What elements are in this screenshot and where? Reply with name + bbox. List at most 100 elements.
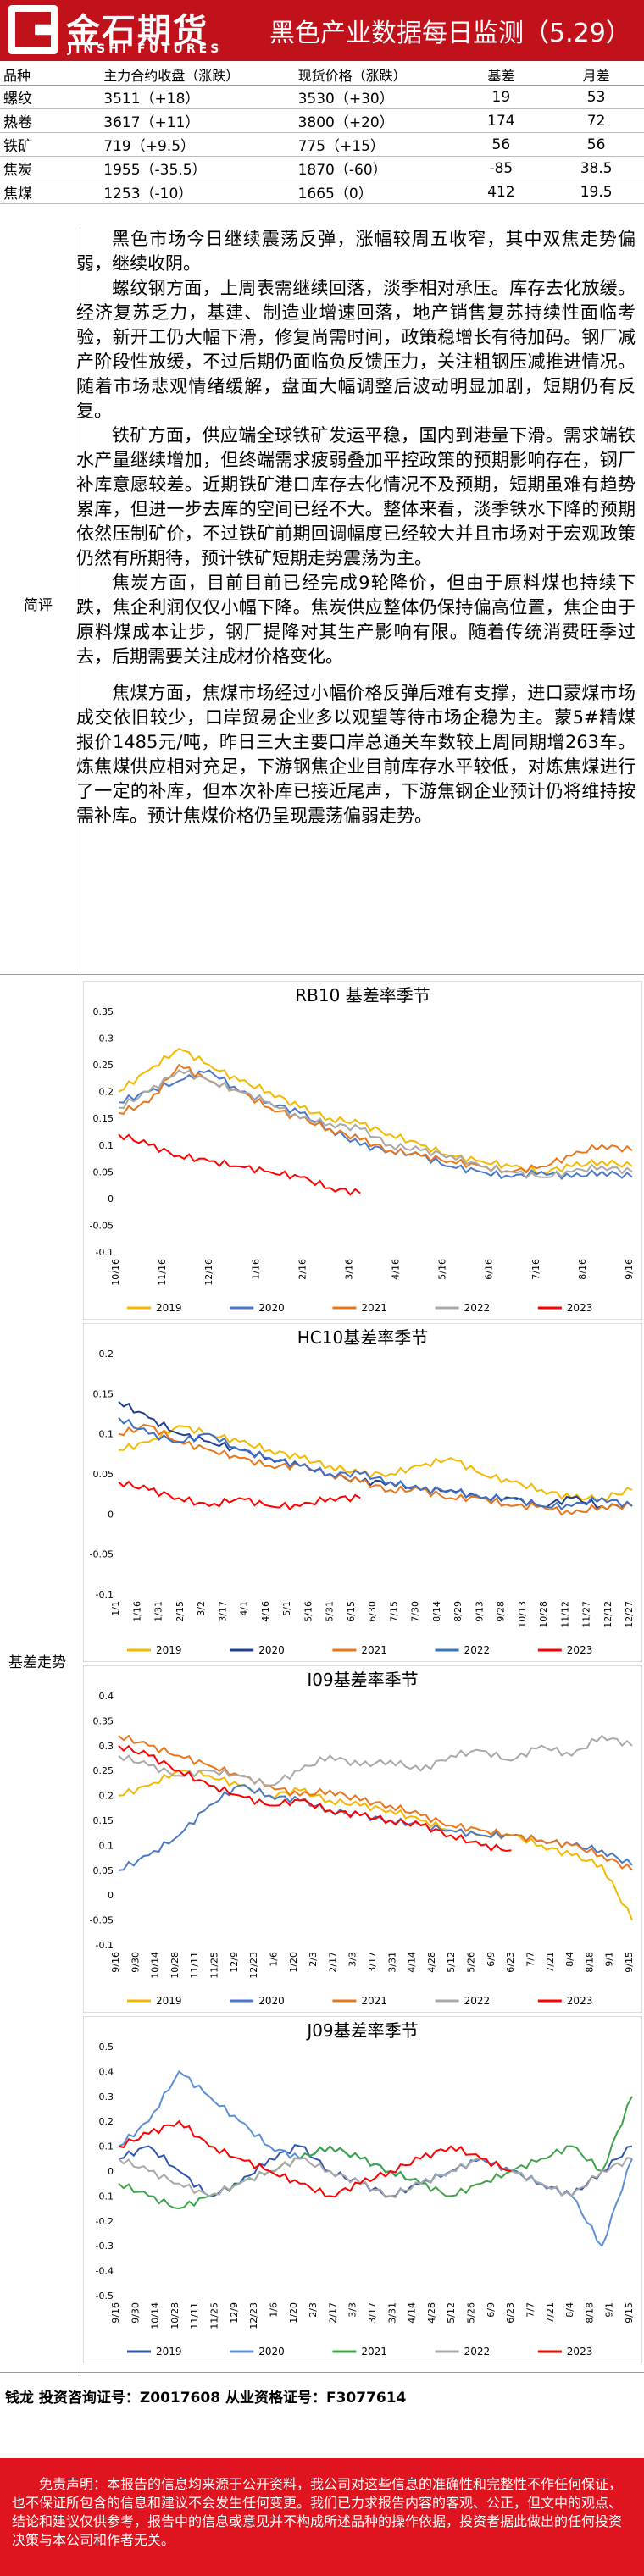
summary-paragraph: 焦煤方面，焦煤市场经过小幅价格反弹后难有支撑，进口蒙煤市场成交依旧较少，口岸贸易… bbox=[76, 683, 636, 826]
x-tick-label: 8/18 bbox=[584, 2302, 595, 2324]
x-tick-label: 2/17 bbox=[327, 1952, 338, 1973]
row-spot: 1665（0） bbox=[257, 180, 454, 204]
y-tick-label: -0.5 bbox=[96, 2291, 114, 2302]
x-tick-label: 8/29 bbox=[452, 1601, 464, 1622]
y-tick-label: 0.05 bbox=[93, 1166, 114, 1177]
x-tick-label: 11/11 bbox=[189, 1952, 200, 1979]
logo-en-text: JINSHI FUTURES bbox=[68, 42, 223, 56]
x-tick-label: 3/17 bbox=[367, 2302, 378, 2324]
x-tick-label: 3/16 bbox=[343, 1259, 354, 1280]
row-spot: 3530（+30） bbox=[257, 85, 454, 109]
x-tick-label: 10/28 bbox=[538, 1601, 549, 1628]
x-tick-label: 9/15 bbox=[624, 2302, 635, 2324]
y-tick-label: 0.4 bbox=[99, 1691, 114, 1702]
x-tick-label: 5/16 bbox=[303, 1601, 314, 1622]
x-tick-label: 10/14 bbox=[150, 1952, 161, 1979]
y-tick-label: 0.5 bbox=[99, 2041, 114, 2052]
chart-frame bbox=[83, 1665, 642, 2013]
price-table-header: 品种 主力合约收盘（涨跌） 现货价格（涨跌） 基差 月差 bbox=[0, 64, 644, 86]
table-row: 热卷 3617（+11） 3800（+20） 174 72 bbox=[0, 108, 644, 133]
report-title: 黑色产业数据每日监测（5.29） bbox=[269, 19, 631, 48]
price-table: 品种 主力合约收盘（涨跌） 现货价格（涨跌） 基差 月差 螺纹 3511（+18… bbox=[0, 64, 644, 204]
x-tick-label: 5/26 bbox=[466, 1952, 477, 1973]
y-tick-label: 0 bbox=[108, 1890, 114, 1901]
row-spread: 38.5 bbox=[548, 156, 644, 180]
y-tick-label: 0.25 bbox=[93, 1765, 114, 1776]
x-tick-label: 7/21 bbox=[545, 2302, 556, 2324]
legend-label-2021: 2021 bbox=[361, 1302, 387, 1314]
x-tick-label: 9/1 bbox=[604, 2302, 615, 2318]
y-tick-label: 0 bbox=[108, 2166, 114, 2177]
x-tick-label: 12/9 bbox=[229, 1952, 240, 1973]
series-line-2022 bbox=[118, 1734, 633, 1787]
chart-title: I09基差率季节 bbox=[307, 1670, 418, 1690]
y-tick-label: 0.2 bbox=[99, 1791, 114, 1802]
table-row: 铁矿 719（+9.5） 775（+15） 56 56 bbox=[0, 132, 644, 157]
x-tick-label: 5/12 bbox=[446, 1952, 457, 1973]
col-header-futures: 主力合约收盘（涨跌） bbox=[64, 64, 258, 86]
x-tick-label: 1/31 bbox=[153, 1601, 164, 1622]
x-tick-label: 7/7 bbox=[525, 1952, 536, 1967]
x-tick-label: 11/12 bbox=[559, 1601, 570, 1628]
chart-rb10-svg: RB10 基差率季节 0.35 0.3 0.25 0.2 0.15 0.1 0.05 0 -0.0… bbox=[83, 981, 642, 1320]
y-tick-label: -0.3 bbox=[96, 2241, 114, 2252]
legend-label-2020: 2020 bbox=[258, 1644, 285, 1656]
y-tick-label: 0.1 bbox=[99, 1429, 114, 1440]
legend-label-2019: 2019 bbox=[156, 1644, 182, 1656]
y-tick-label: 0.2 bbox=[99, 1349, 114, 1360]
row-name: 焦煤 bbox=[0, 180, 65, 204]
x-tick-label: 1/20 bbox=[288, 2302, 299, 2324]
x-tick-label: 6/9 bbox=[486, 2302, 497, 2318]
table-row: 螺纹 3511（+18） 3530（+30） 19 53 bbox=[0, 85, 644, 109]
y-tick-label: -0.1 bbox=[96, 2191, 114, 2202]
summary-paragraph: 螺纹钢方面，上周表需继续回落，淡季相对承压。库存去化放缓。经济复苏乏力，基建、制… bbox=[76, 278, 636, 421]
y-tick-label: 0.3 bbox=[99, 1033, 114, 1044]
chart-frame bbox=[83, 2016, 642, 2363]
legend-label-2023: 2023 bbox=[567, 1644, 593, 1656]
x-tick-label: 11/27 bbox=[581, 1601, 592, 1628]
y-tick-label: 0.35 bbox=[93, 1715, 114, 1726]
x-tick-label: 2/3 bbox=[308, 1952, 319, 1967]
chart-frame bbox=[83, 1323, 642, 1662]
x-tick-label: 10/28 bbox=[169, 1952, 180, 1979]
y-tick-label: -0.05 bbox=[90, 1549, 114, 1560]
x-tick-label: 2/16 bbox=[297, 1259, 308, 1280]
y-tick-label: 0.3 bbox=[99, 2091, 114, 2102]
x-tick-label: 6/9 bbox=[486, 1952, 497, 1967]
x-tick-label: 8/18 bbox=[584, 1952, 595, 1973]
row-spread: 72 bbox=[548, 108, 644, 133]
x-tick-label: 6/15 bbox=[346, 1601, 357, 1622]
x-tick-label: 3/2 bbox=[196, 1601, 207, 1616]
y-tick-label: 0.35 bbox=[93, 1006, 114, 1017]
row-name: 螺纹 bbox=[0, 85, 65, 109]
x-tick-label: 3/3 bbox=[347, 2302, 358, 2318]
y-tick-label: 0.05 bbox=[93, 1865, 114, 1876]
summary-paragraph: 黑色市场今日继续震荡反弹，涨幅较周五收窄，其中双焦走势偏弱，继续收阴。 bbox=[76, 229, 636, 274]
row-spread: 19.5 bbox=[548, 180, 644, 204]
col-header-name: 品种 bbox=[0, 64, 65, 86]
y-tick-label: 0.05 bbox=[93, 1469, 114, 1480]
x-tick-label: 5/12 bbox=[446, 2302, 457, 2324]
x-tick-label: 7/15 bbox=[388, 1601, 399, 1622]
x-tick-label: 6/30 bbox=[367, 1601, 378, 1622]
series-line-2021 bbox=[118, 1734, 633, 1871]
x-tick-label: 9/15 bbox=[624, 1952, 635, 1973]
legend-label-2020: 2020 bbox=[258, 1302, 285, 1314]
row-basis: 56 bbox=[453, 132, 549, 157]
chart-frame bbox=[83, 981, 642, 1320]
x-tick-label: 4/16 bbox=[260, 1601, 271, 1622]
x-tick-label: 12/9 bbox=[229, 2302, 240, 2324]
summary-paragraph: 焦炭方面，目前目前已经完成9轮降价，但由于原料煤也持续下跌，焦企利润仅仅小幅下降… bbox=[76, 573, 636, 667]
legend-label-2020: 2020 bbox=[258, 1995, 285, 2007]
y-tick-label: -0.1 bbox=[96, 1940, 114, 1951]
x-tick-label: 1/6 bbox=[268, 1952, 279, 1967]
x-tick-label: 3/3 bbox=[347, 1952, 358, 1967]
row-basis: 412 bbox=[453, 180, 549, 204]
x-tick-label: 4/28 bbox=[426, 2302, 437, 2324]
x-tick-label: 3/17 bbox=[367, 1952, 378, 1973]
disclaimer-text: 免责声明：本报告的信息均来源于公开资料，我公司对这些信息的准确性和完整性不作任何… bbox=[12, 2476, 623, 2548]
series-line-2019 bbox=[118, 1048, 633, 1175]
row-spread: 53 bbox=[548, 85, 644, 109]
legend-label-2019: 2019 bbox=[156, 2346, 182, 2357]
x-tick-label: 1/1 bbox=[110, 1601, 121, 1616]
